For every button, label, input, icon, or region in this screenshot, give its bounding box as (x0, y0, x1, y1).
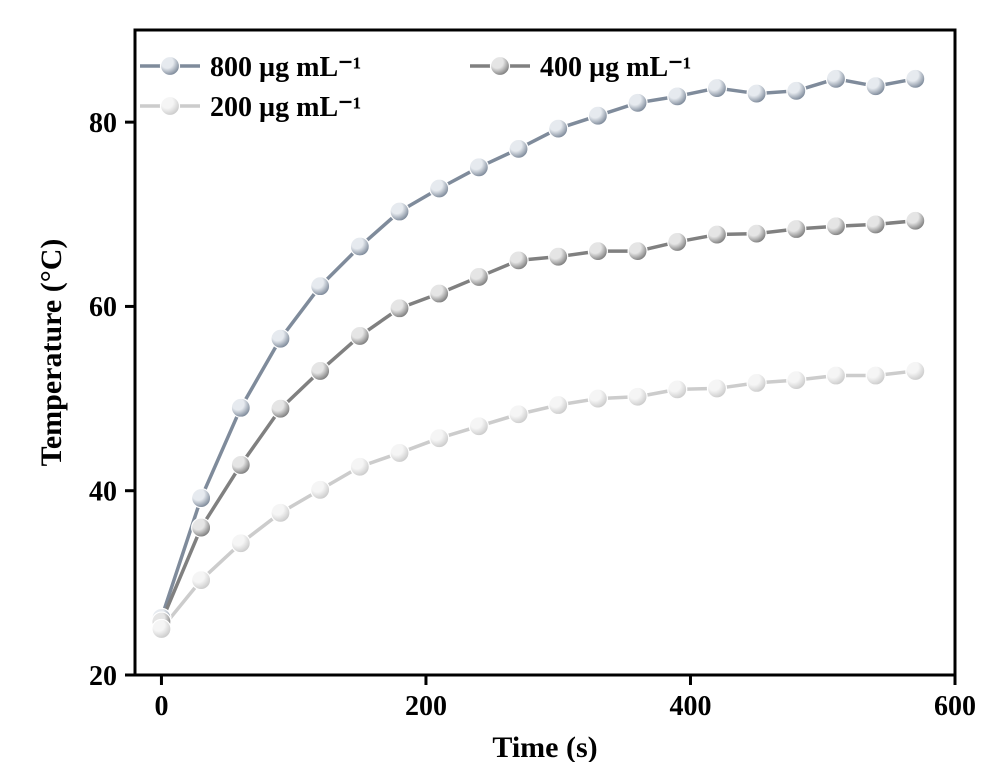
series-marker-2 (469, 417, 488, 436)
series-marker-2 (311, 480, 330, 499)
series-marker-2 (390, 443, 409, 462)
series-marker-1 (390, 299, 409, 318)
y-tick-label: 40 (89, 477, 117, 508)
series-marker-1 (866, 215, 885, 234)
series-marker-0 (588, 106, 607, 125)
series-marker-0 (549, 119, 568, 138)
series-marker-1 (311, 361, 330, 380)
series-marker-2 (152, 619, 171, 638)
series-marker-2 (747, 373, 766, 392)
series-marker-1 (628, 242, 647, 261)
series-marker-2 (866, 366, 885, 385)
series-marker-0 (906, 69, 925, 88)
series-marker-2 (509, 405, 528, 424)
y-axis-label: Temperature (°C) (35, 239, 68, 467)
y-tick-label: 20 (89, 661, 117, 692)
series-marker-1 (906, 211, 925, 230)
series-marker-0 (430, 179, 449, 198)
series-marker-0 (271, 329, 290, 348)
series-marker-1 (588, 242, 607, 261)
series-marker-1 (707, 225, 726, 244)
series-marker-1 (350, 326, 369, 345)
x-tick-label: 400 (669, 691, 711, 722)
series-marker-0 (787, 81, 806, 100)
series-marker-2 (588, 389, 607, 408)
series-marker-2 (668, 380, 687, 399)
series-marker-2 (826, 366, 845, 385)
series-marker-1 (231, 455, 250, 474)
series-marker-2 (707, 379, 726, 398)
line-chart: 0 200 400 600 20 40 60 80 Time (s) Temperature (°… (0, 0, 1000, 762)
legend-marker (161, 97, 180, 116)
legend-marker (491, 57, 510, 76)
series-marker-0 (707, 79, 726, 98)
series-marker-1 (271, 399, 290, 418)
legend-marker (161, 57, 180, 76)
x-tick-label: 0 (154, 691, 168, 722)
series-marker-1 (192, 518, 211, 537)
series-marker-2 (231, 534, 250, 553)
x-tick-label: 200 (405, 691, 447, 722)
chart-container: 0 200 400 600 20 40 60 80 Time (s) Temperature (°… (0, 0, 1000, 762)
series-marker-1 (549, 247, 568, 266)
series-marker-1 (787, 220, 806, 239)
series-marker-2 (430, 429, 449, 448)
series-marker-2 (787, 371, 806, 390)
series-marker-2 (906, 361, 925, 380)
legend-label: 800 µg mL⁻¹ (210, 52, 361, 83)
series-marker-1 (509, 251, 528, 270)
series-marker-0 (509, 139, 528, 158)
series-marker-2 (628, 387, 647, 406)
series-marker-1 (430, 284, 449, 303)
legend-label: 200 µg mL⁻¹ (210, 92, 361, 123)
series-marker-0 (311, 277, 330, 296)
series-marker-0 (192, 489, 211, 508)
legend-label: 400 µg mL⁻¹ (540, 52, 691, 83)
series-marker-0 (469, 158, 488, 177)
series-marker-0 (231, 398, 250, 417)
series-marker-0 (668, 87, 687, 106)
series-marker-0 (628, 93, 647, 112)
series-marker-1 (668, 232, 687, 251)
series-marker-0 (390, 202, 409, 221)
series-marker-0 (866, 77, 885, 96)
series-marker-2 (549, 396, 568, 415)
x-axis-label: Time (s) (492, 731, 597, 762)
series-marker-2 (192, 571, 211, 590)
series-marker-2 (271, 503, 290, 522)
series-marker-0 (747, 84, 766, 103)
series-marker-2 (350, 457, 369, 476)
series-marker-1 (469, 267, 488, 286)
series-marker-1 (826, 217, 845, 236)
series-marker-0 (350, 237, 369, 256)
y-tick-label: 60 (89, 292, 117, 323)
y-tick-label: 80 (89, 108, 117, 139)
x-tick-label: 600 (934, 691, 976, 722)
series-marker-0 (826, 69, 845, 88)
series-marker-1 (747, 224, 766, 243)
